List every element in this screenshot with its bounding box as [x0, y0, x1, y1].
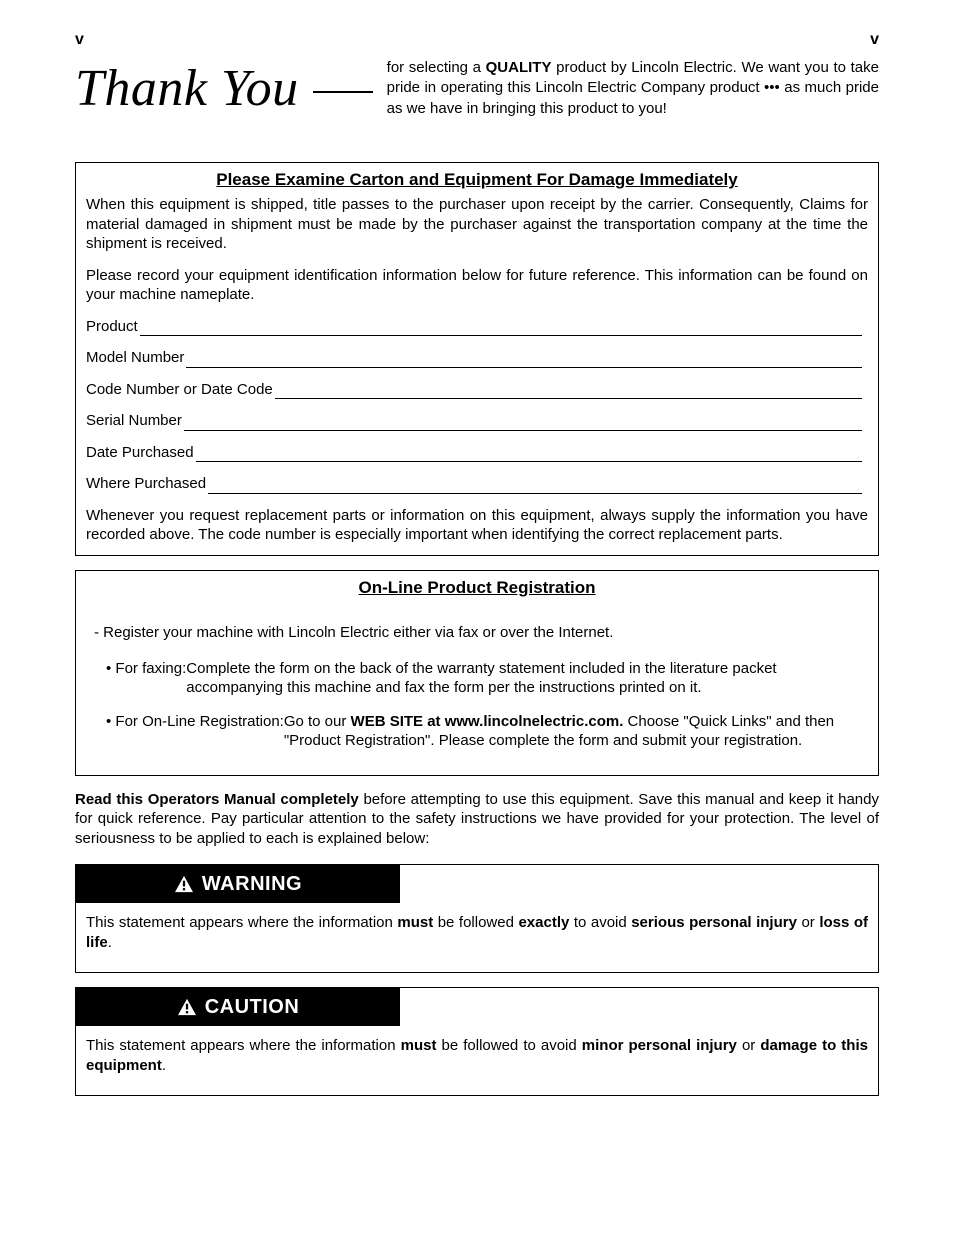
- field-line[interactable]: [196, 448, 862, 462]
- thank-you-heading: Thank You: [75, 55, 299, 123]
- registration-intro: - Register your machine with Lincoln Ele…: [94, 623, 868, 643]
- field-line[interactable]: [275, 385, 862, 399]
- field-line[interactable]: [184, 417, 862, 431]
- field-line[interactable]: [186, 354, 862, 368]
- field-line[interactable]: [208, 480, 862, 494]
- fax-body: Complete the form on the back of the war…: [186, 659, 868, 698]
- field-label-date: Date Purchased: [86, 443, 196, 463]
- online-label: • For On-Line Registration:: [106, 712, 284, 751]
- warning-header: WARNING: [76, 865, 400, 903]
- field-model-number: Model Number: [86, 348, 868, 368]
- field-product: Product: [86, 317, 868, 337]
- examine-box: Please Examine Carton and Equipment For …: [75, 162, 879, 556]
- field-line[interactable]: [140, 322, 862, 336]
- field-label-product: Product: [86, 317, 140, 337]
- caution-header: CAUTION: [76, 988, 400, 1026]
- caution-label: CAUTION: [205, 994, 300, 1020]
- page-marker-right: v: [870, 30, 879, 51]
- field-code-number: Code Number or Date Code: [86, 380, 868, 400]
- field-date-purchased: Date Purchased: [86, 443, 868, 463]
- page-header: v v: [75, 30, 879, 51]
- alert-icon: [177, 998, 197, 1016]
- registration-title: On-Line Product Registration: [86, 577, 868, 599]
- fax-label: • For faxing:: [106, 659, 186, 698]
- field-serial-number: Serial Number: [86, 411, 868, 431]
- registration-box: On-Line Product Registration - Register …: [75, 570, 879, 776]
- thank-you-section: Thank You for selecting a QUALITY produc…: [75, 55, 879, 123]
- examine-para3: Whenever you request replacement parts o…: [86, 506, 868, 545]
- field-label-where: Where Purchased: [86, 474, 208, 494]
- thank-you-body: for selecting a QUALITY product by Linco…: [387, 58, 879, 119]
- field-label-serial: Serial Number: [86, 411, 184, 431]
- examine-para2: Please record your equipment identificat…: [86, 266, 868, 305]
- divider-line: [313, 91, 373, 93]
- warning-label: WARNING: [202, 871, 302, 897]
- examine-para1: When this equipment is shipped, title pa…: [86, 195, 868, 254]
- online-body: Go to our WEB SITE at www.lincolnelectri…: [284, 712, 868, 751]
- page-marker-left: v: [75, 30, 84, 51]
- manual-note: Read this Operators Manual completely be…: [75, 790, 879, 849]
- registration-fax: • For faxing: Complete the form on the b…: [106, 659, 868, 698]
- registration-online: • For On-Line Registration: Go to our WE…: [106, 712, 868, 751]
- field-where-purchased: Where Purchased: [86, 474, 868, 494]
- field-label-code: Code Number or Date Code: [86, 380, 275, 400]
- caution-box: CAUTION This statement appears where the…: [75, 987, 879, 1096]
- warning-box: WARNING This statement appears where the…: [75, 864, 879, 973]
- examine-title: Please Examine Carton and Equipment For …: [86, 169, 868, 191]
- field-label-model: Model Number: [86, 348, 186, 368]
- alert-icon: [174, 875, 194, 893]
- caution-body: This statement appears where the informa…: [86, 1036, 868, 1075]
- warning-body: This statement appears where the informa…: [86, 913, 868, 952]
